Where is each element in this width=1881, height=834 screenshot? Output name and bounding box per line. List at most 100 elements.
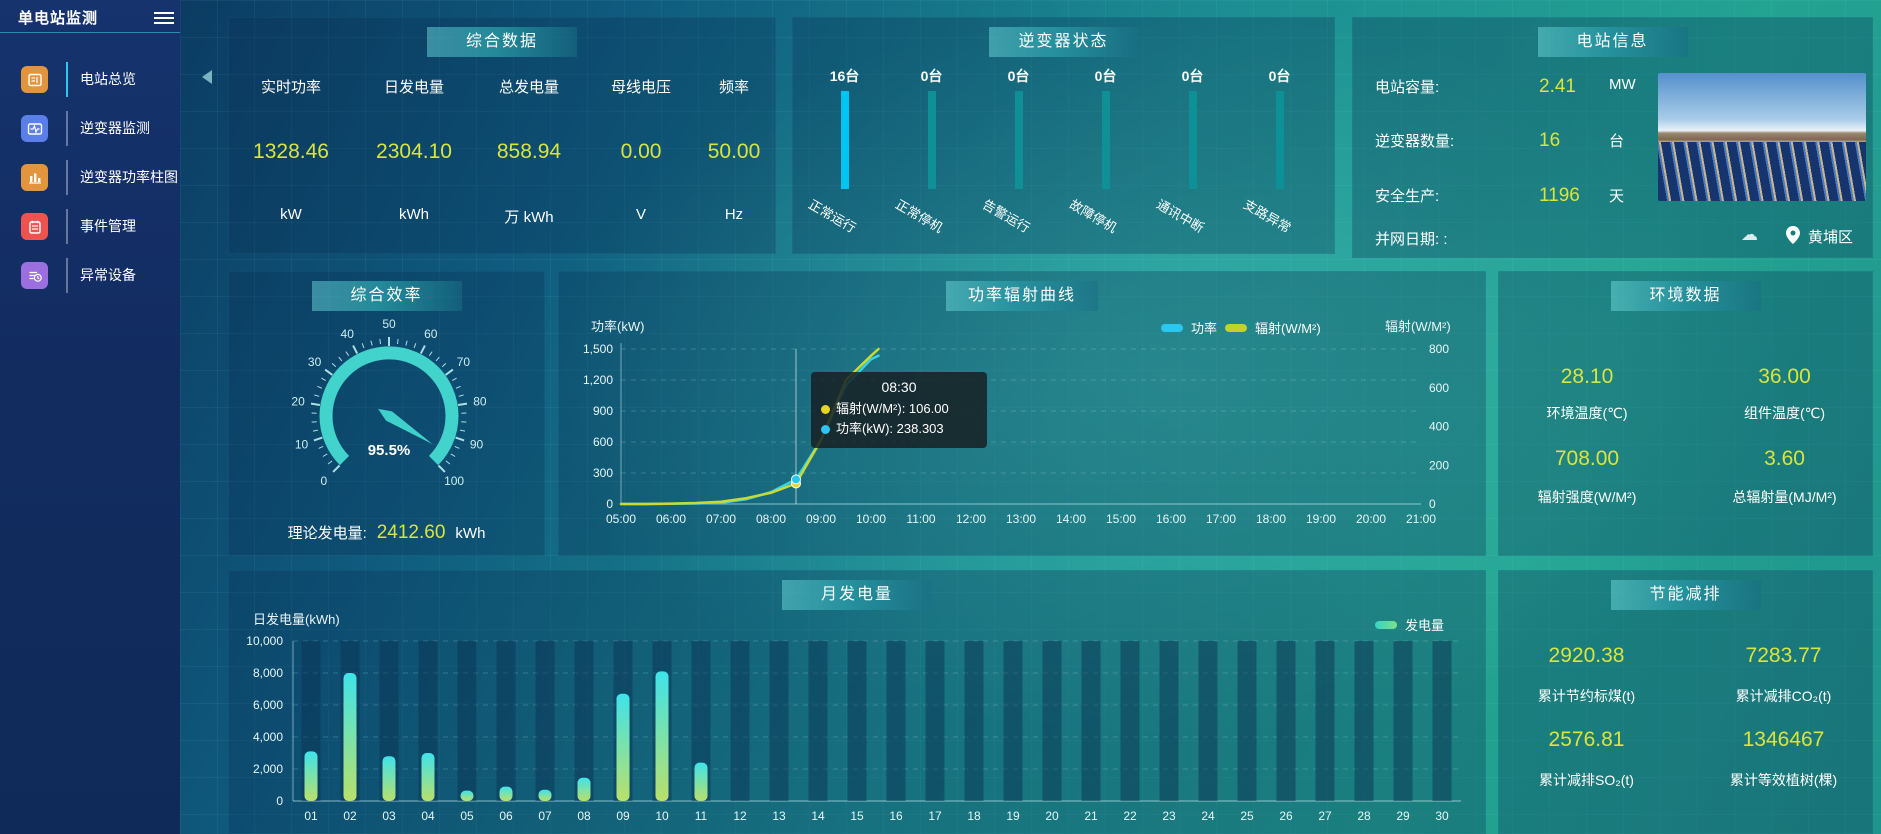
metric-unit: Hz xyxy=(724,206,744,223)
bar-shadow xyxy=(1354,641,1374,801)
gauge-tick: 20 xyxy=(291,395,305,409)
row-label: 安全生产: xyxy=(1375,188,1440,205)
bar-chart-icon xyxy=(21,164,48,191)
energy-legend-label[interactable]: 发电量 xyxy=(1405,618,1445,633)
bar-day-07[interactable] xyxy=(538,789,552,801)
metric-label: 频率 xyxy=(718,79,749,96)
radiation-legend-label[interactable]: 辐射(W/M²) xyxy=(1255,321,1321,336)
metric-label: 实时功率 xyxy=(260,79,321,96)
bar-day-05[interactable] xyxy=(460,790,474,801)
panel-power-radiation-chart: 功率辐射曲线 功率(kW) 辐射(W/M²) 功率 辐射(W/M²) 0 300 6… xyxy=(558,271,1486,556)
x-tick: 13 xyxy=(772,809,786,823)
app-title: 单电站监测 xyxy=(18,10,99,27)
metric-value: 1328.46 xyxy=(253,140,329,163)
panel-title: 逆变器状态 xyxy=(988,27,1139,57)
grid-date-row: 并网日期: : xyxy=(1353,228,1872,248)
bar-axis-title: 日发电量(kWh) xyxy=(253,612,340,627)
sidebar-item-label: 事件管理 xyxy=(80,218,136,234)
sidebar-item-event-management[interactable]: 事件管理 xyxy=(0,202,180,251)
line-chart-legend[interactable]: 功率 辐射(W/M²) xyxy=(1161,318,1321,337)
metric-value: 858.94 xyxy=(496,140,562,163)
panel-title: 节能减排 xyxy=(1610,580,1761,610)
bar-day-06[interactable] xyxy=(499,786,513,801)
x-tick: 12:00 xyxy=(956,512,986,526)
gauge-tick: 70 xyxy=(457,355,471,369)
item-divider xyxy=(66,209,68,244)
menu-toggle-icon[interactable] xyxy=(154,9,174,27)
metric-value: 36.00 xyxy=(1758,365,1811,388)
tooltip-power-row: 功率(kW): 238.303 xyxy=(821,419,977,439)
theory-energy-row: 理论发电量: 2412.60 kWh xyxy=(229,522,544,544)
x-tick: 16 xyxy=(889,809,903,823)
bar-day-11[interactable] xyxy=(694,762,708,801)
bar-day-04[interactable] xyxy=(421,753,435,801)
x-tick: 08:00 xyxy=(756,512,786,526)
metric-unit: kWh xyxy=(399,206,429,223)
x-tick: 06:00 xyxy=(656,512,686,526)
energy-legend-marker[interactable] xyxy=(1375,620,1397,629)
x-tick: 09:00 xyxy=(806,512,836,526)
bar-chart-svg[interactable]: 0 2,000 4,000 6,000 8,000 10,000 01 02 03 04 05 06 0… xyxy=(229,571,1487,834)
x-tick: 18 xyxy=(967,809,981,823)
status-bar xyxy=(1275,91,1284,189)
monthly-energy-plot[interactable]: 0 2,000 4,000 6,000 8,000 10,000 01 02 03 04 05 06 0… xyxy=(229,571,1487,834)
y-tick: 10,000 xyxy=(246,634,283,648)
bar-day-10[interactable] xyxy=(655,671,669,801)
bar-day-03[interactable] xyxy=(382,756,396,801)
x-tick: 15:00 xyxy=(1106,512,1136,526)
status-column-0[interactable]: 16台 正常运行 xyxy=(801,18,888,255)
gauge-value: 95.5% xyxy=(368,442,411,459)
radiation-legend-marker[interactable] xyxy=(1225,323,1248,332)
bar-shadow xyxy=(847,641,867,801)
x-tick: 06 xyxy=(499,809,513,823)
metric-value: 7283.77 xyxy=(1745,644,1822,667)
bar-day-09[interactable] xyxy=(616,693,630,801)
station-capacity-row: 电站容量: 2.41 MW xyxy=(1353,76,1872,97)
gauge-tick: 30 xyxy=(308,355,322,369)
panel-summary-data: 综合数据 实时功率 1328.46 kW 日发电量 2304.10 kWh 总发… xyxy=(228,17,776,254)
sidebar-item-abnormal-devices[interactable]: 异常设备 xyxy=(0,251,180,300)
location-pin-icon xyxy=(1786,226,1800,249)
metric-label: 总发电量 xyxy=(498,79,559,96)
power-legend-label[interactable]: 功率 xyxy=(1191,321,1218,336)
status-column-1[interactable]: 0台 正常停机 xyxy=(888,18,975,255)
x-tick: 15 xyxy=(850,809,864,823)
sidebar-header: 单电站监测 xyxy=(0,0,180,33)
x-tick: 27 xyxy=(1318,809,1332,823)
status-column-4[interactable]: 0台 通讯中断 xyxy=(1149,18,1236,255)
gauge-svg: 0 10 20 30 40 50 60 70 80 90 100 95.5% xyxy=(291,317,486,488)
metric-label: 累计减排CO₂(t) xyxy=(1735,688,1832,704)
bar-shadow xyxy=(1276,641,1296,801)
power-radiation-plot[interactable]: 0 300 600 900 1,200 1,500 0 200 400 600 800 05:00 06… xyxy=(559,272,1487,562)
status-column-3[interactable]: 0台 故障停机 xyxy=(1062,18,1149,255)
bar-chart-legend[interactable]: 发电量 xyxy=(1375,615,1444,634)
x-tick: 01 xyxy=(304,809,318,823)
power-dot-icon xyxy=(821,424,830,434)
bar-day-08[interactable] xyxy=(577,777,591,801)
tooltip-radiation-row: 辐射(W/M²): 106.00 xyxy=(821,399,977,419)
panel-energy-saving: 节能减排 2920.38 累计节约标煤(t) 2576.81 累计减排SO₂(t… xyxy=(1498,570,1873,834)
line-chart-svg[interactable]: 0 300 600 900 1,200 1,500 0 200 400 600 800 05:00 06… xyxy=(559,272,1487,557)
active-indicator xyxy=(66,62,68,97)
x-tick: 23 xyxy=(1162,809,1176,823)
station-photo xyxy=(1658,73,1866,201)
power-legend-marker[interactable] xyxy=(1161,323,1183,332)
x-tick: 07 xyxy=(538,809,552,823)
bar-day-01[interactable] xyxy=(304,751,318,801)
x-tick: 07:00 xyxy=(706,512,736,526)
sidebar-item-station-overview[interactable]: 电站总览 xyxy=(0,55,180,104)
bar-shadow xyxy=(769,641,789,801)
sidebar-item-inverter-power-bars[interactable]: 逆变器功率柱图 xyxy=(0,153,180,202)
gauge-tick: 40 xyxy=(341,327,355,341)
sidebar-item-inverter-monitor[interactable]: 逆变器监测 xyxy=(0,104,180,153)
metric-value: 2304.10 xyxy=(376,140,452,163)
status-column-2[interactable]: 0台 告警运行 xyxy=(975,18,1062,255)
status-column-5[interactable]: 0台 支路异常 xyxy=(1236,18,1323,255)
panel-inverter-status: 逆变器状态 16台 正常运行 0台 正常停机 0台 告警运行 0台 故障停机 0… xyxy=(792,17,1335,254)
bar-shadow xyxy=(1198,641,1218,801)
efficiency-gauge[interactable]: 0 10 20 30 40 50 60 70 80 90 100 95.5% xyxy=(279,312,499,517)
metric-value: 3.60 xyxy=(1764,447,1805,470)
bar-day-02[interactable] xyxy=(343,673,357,801)
collapse-panel-arrow-icon[interactable] xyxy=(202,70,212,84)
inverter-monitor-icon xyxy=(21,115,48,142)
